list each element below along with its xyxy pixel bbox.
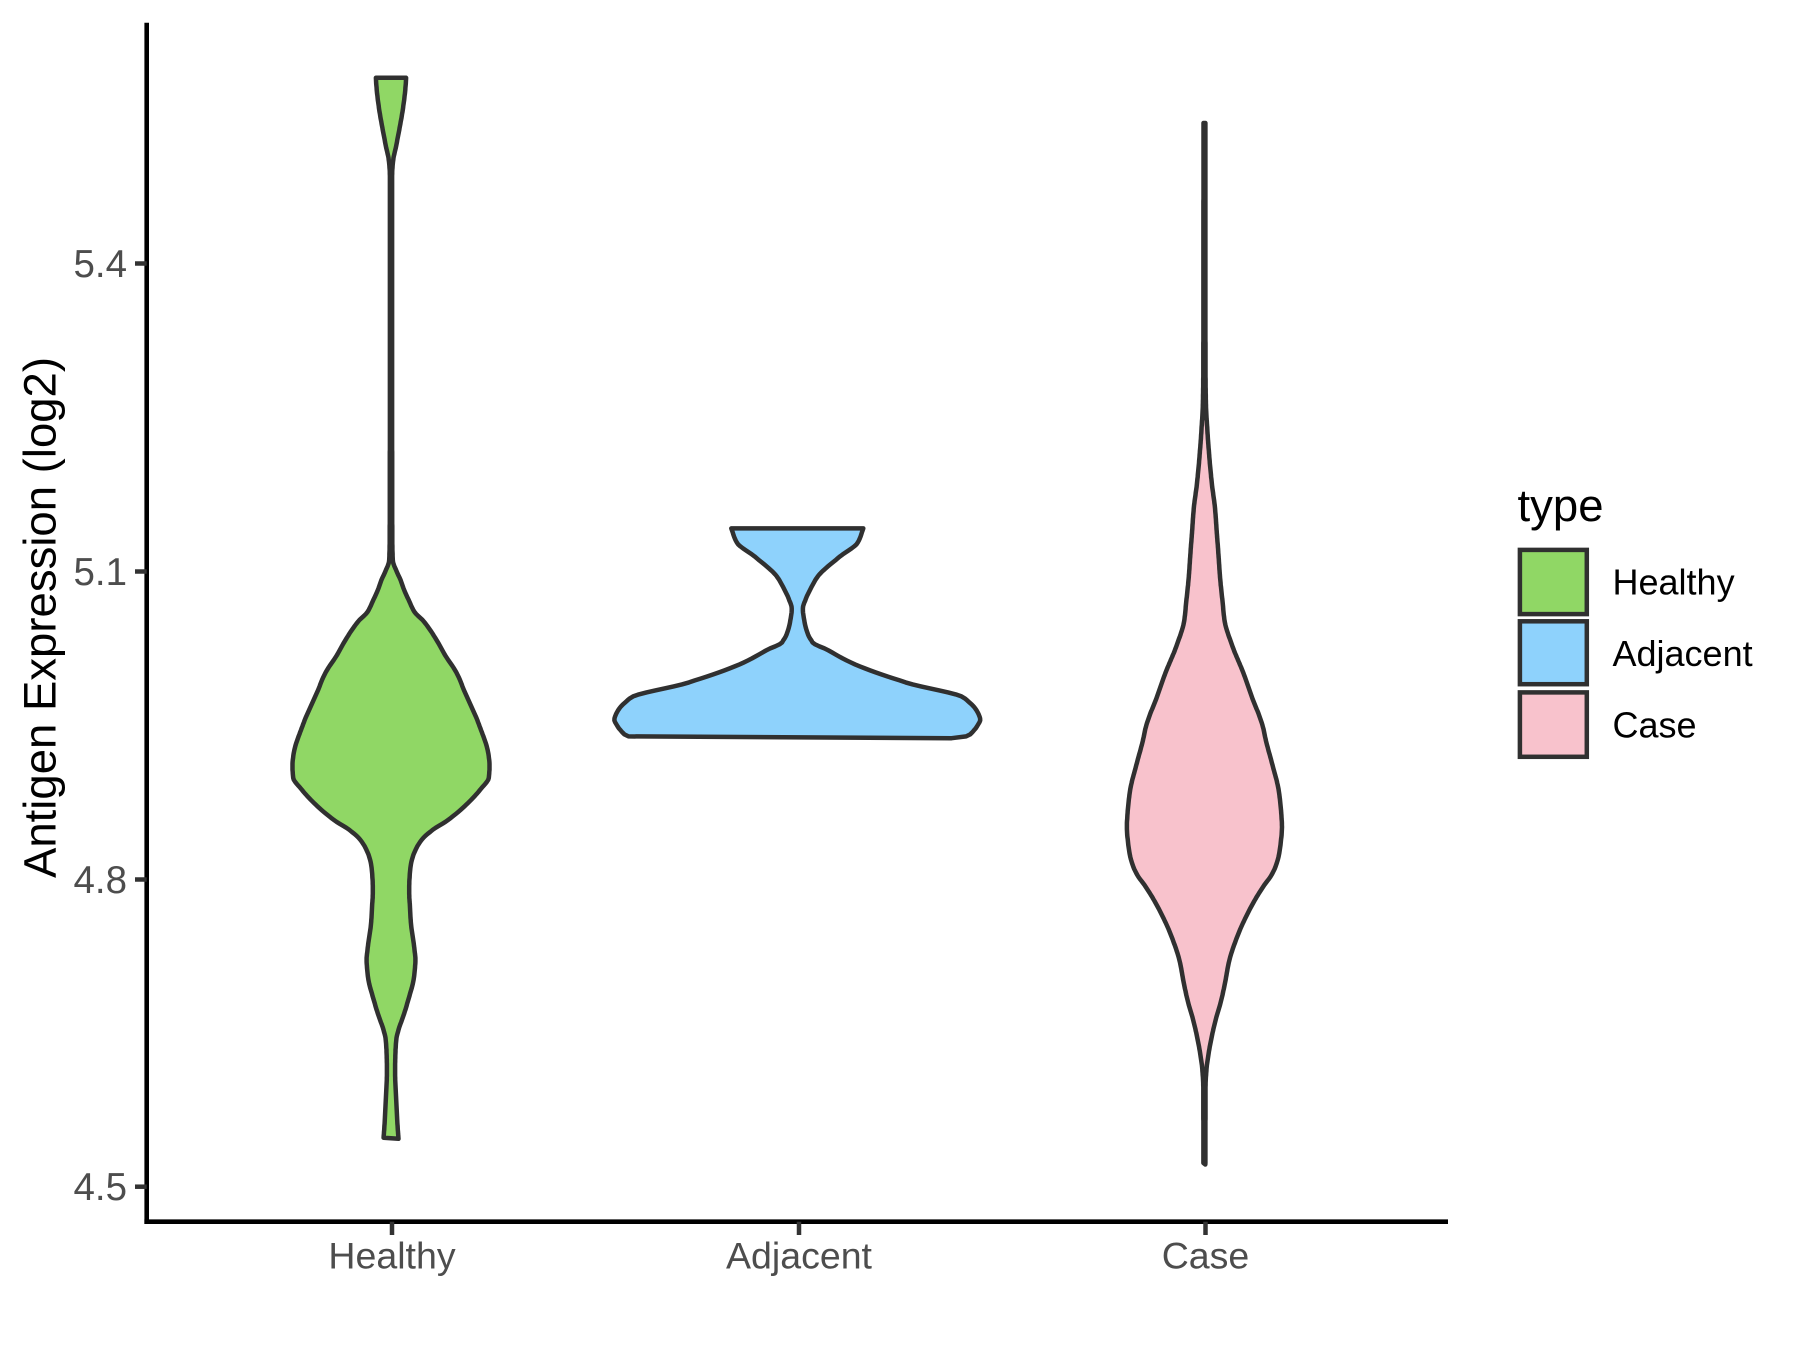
- svg-text:Adjacent: Adjacent: [726, 1235, 873, 1277]
- svg-text:4.8: 4.8: [73, 859, 127, 902]
- svg-text:4.5: 4.5: [73, 1166, 127, 1209]
- svg-text:5.1: 5.1: [73, 551, 127, 594]
- svg-text:5.4: 5.4: [73, 243, 127, 286]
- svg-text:Antigen Expression (log2): Antigen Expression (log2): [15, 357, 66, 878]
- svg-text:Healthy: Healthy: [328, 1235, 455, 1277]
- svg-text:Case: Case: [1162, 1235, 1250, 1277]
- svg-text:Case: Case: [1613, 705, 1697, 746]
- svg-text:Adjacent: Adjacent: [1613, 633, 1753, 674]
- svg-text:type: type: [1518, 480, 1604, 531]
- svg-text:Healthy: Healthy: [1613, 562, 1735, 603]
